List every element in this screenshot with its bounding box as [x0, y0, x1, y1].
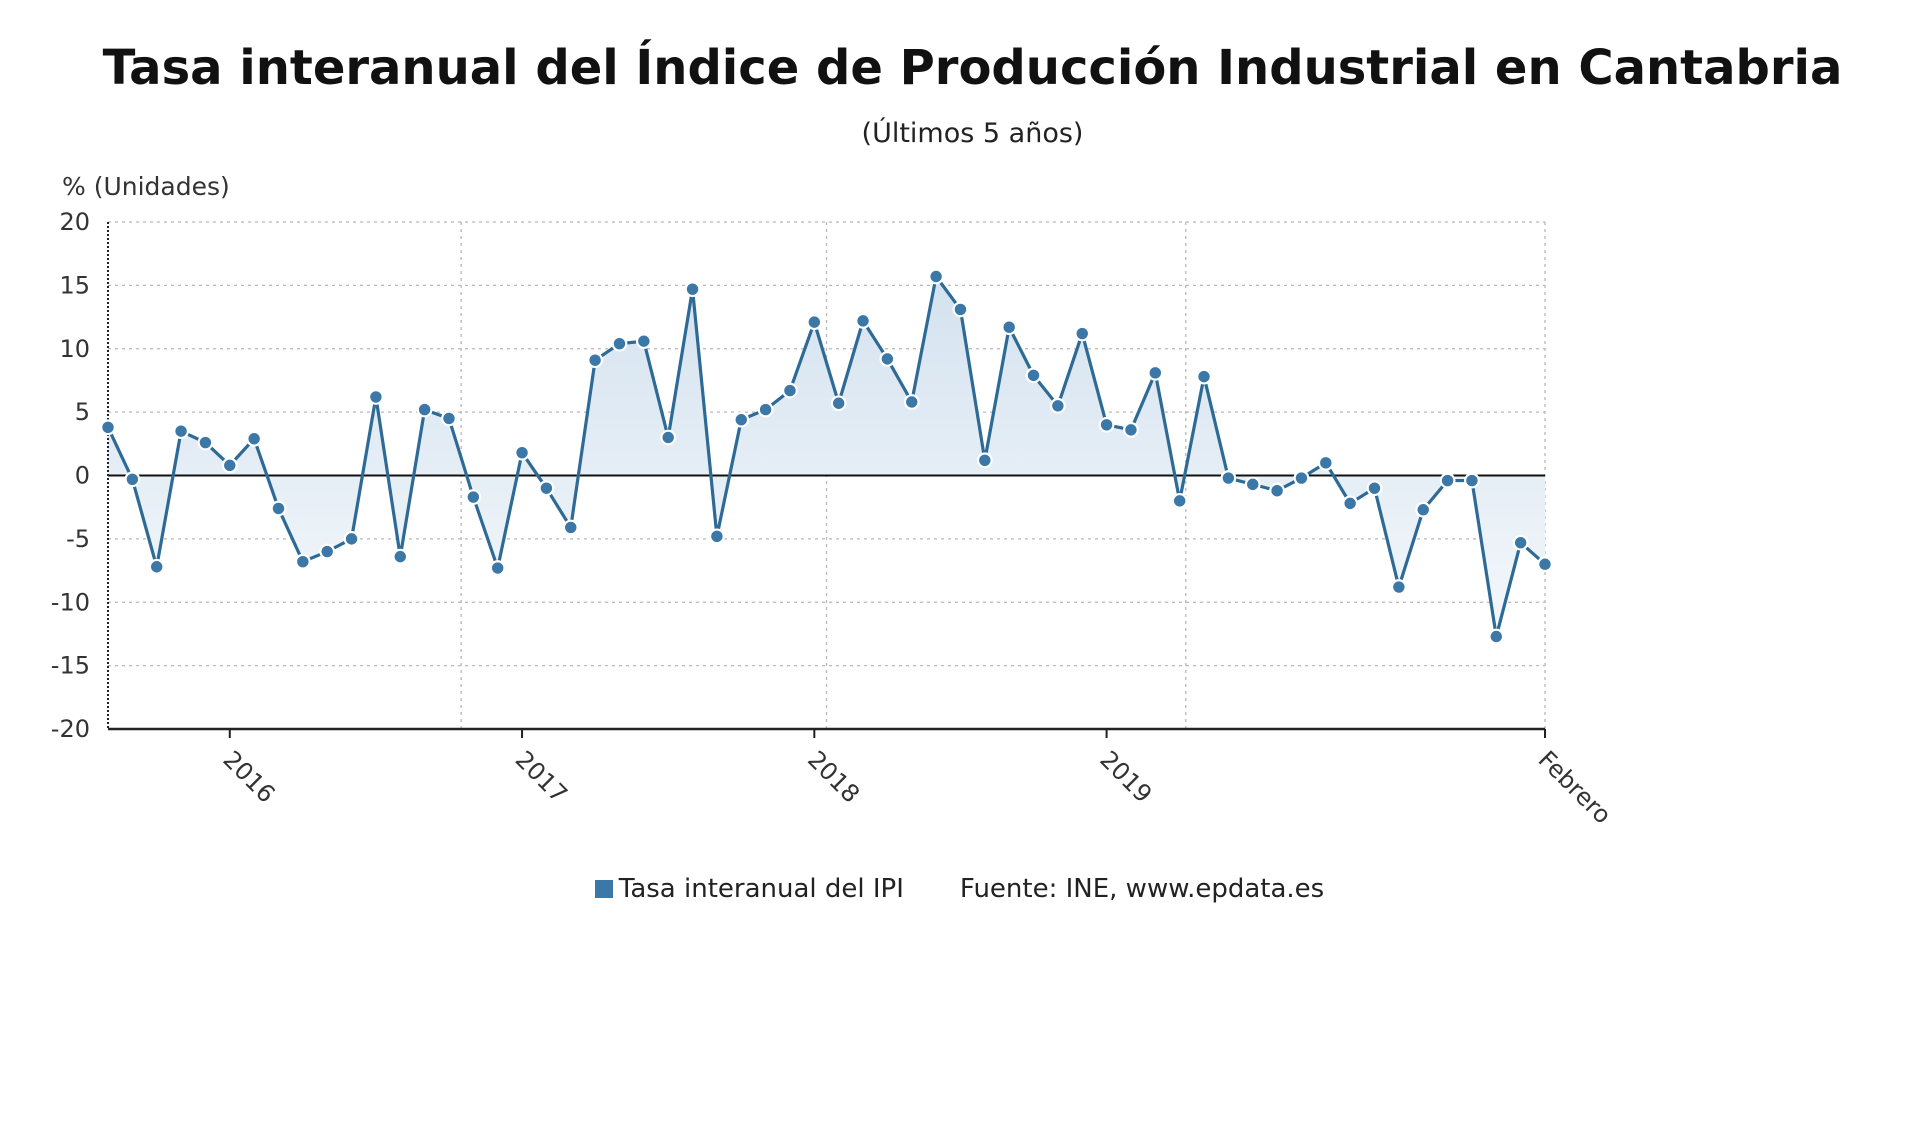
- data-point: [1001, 319, 1018, 336]
- data-point: [100, 419, 116, 436]
- data-point: [928, 268, 945, 285]
- data-point: [173, 423, 189, 440]
- y-axis-label: % (Unidades): [62, 172, 230, 201]
- legend-swatch: [594, 880, 613, 898]
- data-point: [538, 480, 555, 497]
- y-tick-label: -5: [66, 525, 90, 553]
- data-point: [879, 350, 896, 367]
- chart-title: Tasa interanual del Índice de Producción…: [102, 40, 1843, 96]
- data-point: [782, 382, 798, 399]
- legend-series-label: Tasa interanual del IPI: [618, 874, 904, 904]
- data-point: [124, 471, 141, 488]
- y-tick-label: 5: [75, 398, 90, 426]
- data-point: [1025, 367, 1042, 384]
- data-point: [1439, 472, 1456, 489]
- data-point: [903, 394, 920, 410]
- data-point: [1049, 397, 1066, 414]
- data-point: [660, 429, 677, 446]
- data-point: [1196, 368, 1212, 385]
- data-point: [1098, 416, 1115, 433]
- y-tick-label: -10: [51, 588, 90, 616]
- y-tick-label: 10: [59, 335, 90, 363]
- data-point: [197, 434, 214, 451]
- y-tick-label: 0: [75, 462, 90, 490]
- data-point: [246, 430, 263, 447]
- data-point: [294, 553, 311, 570]
- data-point: [1317, 454, 1334, 471]
- data-point: [343, 530, 360, 547]
- data-point: [757, 401, 774, 418]
- data-point: [587, 352, 604, 369]
- data-point: [855, 312, 871, 329]
- data-point: [1415, 501, 1432, 518]
- y-tick-label: 15: [59, 271, 90, 299]
- x-tick-label: 2019: [1094, 745, 1157, 808]
- data-point: [708, 528, 725, 545]
- data-point: [1147, 364, 1164, 381]
- data-point: [611, 335, 628, 352]
- source-note: Fuente: INE, www.epdata.es: [959, 874, 1325, 904]
- data-point: [1464, 472, 1480, 489]
- data-point: [1171, 492, 1188, 509]
- data-point: [976, 452, 993, 469]
- data-point: [635, 333, 652, 350]
- y-tick-label: -20: [51, 715, 90, 743]
- chart-subtitle: (Últimos 5 años): [861, 118, 1084, 149]
- data-point: [1293, 470, 1310, 486]
- data-point: [148, 558, 165, 575]
- data-point: [270, 500, 287, 517]
- data-point: [465, 489, 482, 505]
- data-point: [489, 560, 506, 576]
- data-point: [1366, 480, 1383, 497]
- data-point: [806, 314, 823, 331]
- data-point: [514, 444, 530, 461]
- x-tick-label: 2018: [802, 745, 865, 808]
- data-point: [368, 389, 384, 405]
- data-point: [1488, 628, 1505, 645]
- area-fill: [108, 276, 1545, 637]
- legend: Tasa interanual del IPI Fuente: INE, www.…: [0, 874, 1919, 904]
- x-tick-label: 2017: [510, 745, 573, 808]
- data-point: [319, 543, 336, 560]
- data-point: [952, 301, 969, 318]
- y-tick-label: -15: [51, 652, 90, 680]
- data-point: [1074, 325, 1091, 342]
- data-point: [830, 395, 847, 412]
- data-point: [733, 411, 750, 428]
- data-point: [441, 410, 457, 427]
- x-tick-label: 2016: [218, 745, 281, 808]
- y-tick-label: 20: [59, 208, 90, 236]
- data-point: [1512, 534, 1529, 551]
- data-point: [684, 281, 701, 298]
- data-point: [562, 519, 579, 536]
- data-point: [416, 401, 433, 418]
- data-point: [1244, 476, 1261, 493]
- data-point: [1220, 470, 1237, 486]
- data-point: [1342, 495, 1359, 512]
- data-point: [1390, 579, 1407, 595]
- data-point: [1537, 556, 1553, 573]
- data-point: [392, 548, 409, 565]
- x-tick-label: Febrero: [1533, 745, 1617, 829]
- data-point: [1123, 421, 1139, 438]
- data-point: [1269, 482, 1285, 499]
- data-point: [221, 457, 238, 474]
